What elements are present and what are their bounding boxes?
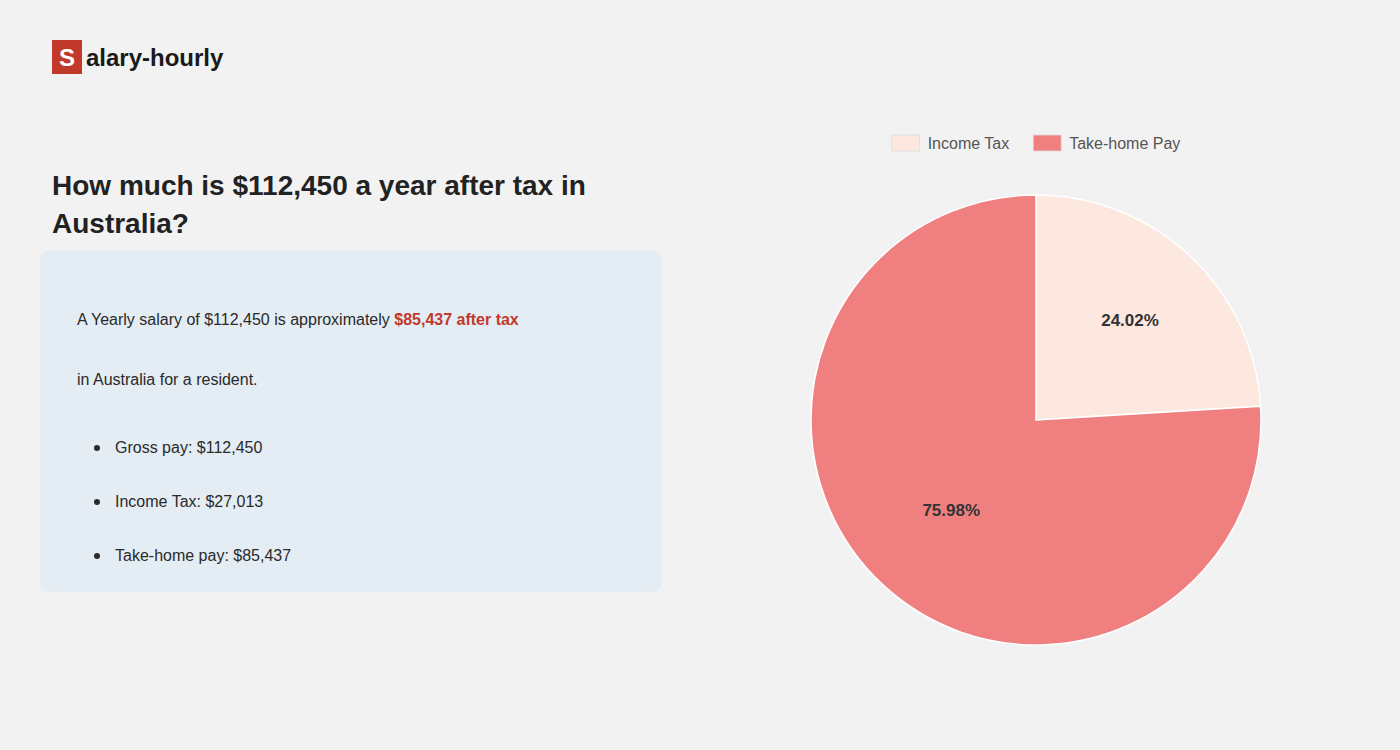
legend-item: Take-home Pay <box>1033 135 1180 152</box>
logo-letter: S <box>59 44 75 71</box>
chart-root: Salary-hourly How much is $112,450 a year… <box>0 0 1400 750</box>
summary-plain: A Yearly salary of $112,450 is approxima… <box>77 311 394 328</box>
bullet-item: Gross pay: $112,450 <box>115 439 262 456</box>
title: How much is $112,450 a year after tax in… <box>52 170 586 239</box>
summary-end: in Australia for a resident. <box>77 371 258 388</box>
pie-labels: 24.02% 75.98% <box>922 311 1158 520</box>
pie-slice <box>811 195 1261 645</box>
summary: A Yearly salary of $112,450 is approxima… <box>77 311 519 328</box>
data-label: 24.02% <box>1101 311 1159 330</box>
pie <box>811 195 1261 645</box>
title-line: Australia? <box>52 208 189 239</box>
legend-swatch <box>892 135 920 151</box>
bullet-item: Take-home pay: $85,437 <box>115 547 291 564</box>
info-box <box>40 250 662 592</box>
logo-box <box>52 40 82 74</box>
logo-text: alary-hourly <box>86 44 224 71</box>
legend-swatch <box>1033 135 1061 151</box>
bullet <box>94 445 100 451</box>
data-label: 75.98% <box>922 501 980 520</box>
bullet <box>94 553 100 559</box>
background <box>0 0 1400 750</box>
legend-item: Income Tax <box>892 135 1010 152</box>
bullet-item: Income Tax: $27,013 <box>115 493 263 510</box>
legend-label: Income Tax <box>928 135 1010 152</box>
summary-highlight: $85,437 after tax <box>394 311 519 328</box>
title-line: How much is $112,450 a year after tax in <box>52 170 586 201</box>
legend-label: Take-home Pay <box>1069 135 1180 152</box>
bullet <box>94 499 100 505</box>
pie-slice <box>1036 195 1261 420</box>
legend: Income Tax Take-home Pay <box>892 135 1181 152</box>
